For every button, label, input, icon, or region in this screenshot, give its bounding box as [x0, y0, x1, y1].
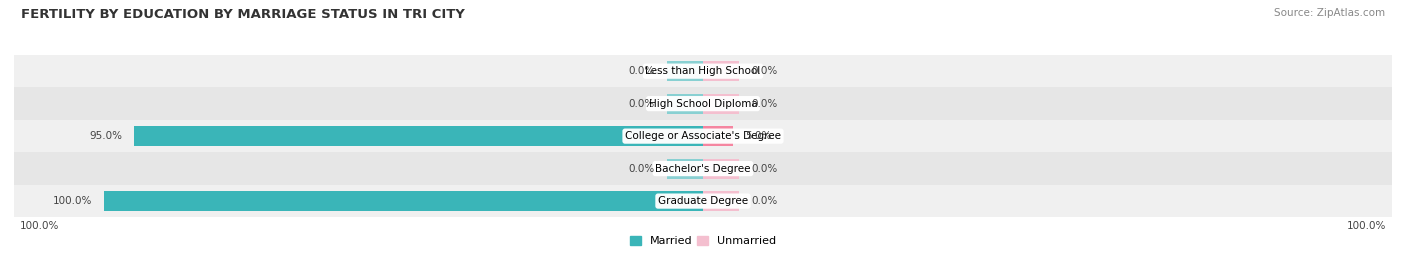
Bar [666, 94, 703, 114]
Text: 100.0%: 100.0% [1347, 221, 1386, 231]
Text: Bachelor's Degree: Bachelor's Degree [655, 164, 751, 174]
Text: Less than High School: Less than High School [645, 66, 761, 76]
Text: 100.0%: 100.0% [20, 221, 59, 231]
Bar [703, 61, 740, 81]
Bar [14, 185, 1392, 217]
Legend: Married, Unmarried: Married, Unmarried [630, 236, 776, 246]
Text: 0.0%: 0.0% [628, 164, 655, 174]
Bar [703, 94, 740, 114]
Text: College or Associate's Degree: College or Associate's Degree [626, 131, 780, 141]
Text: 0.0%: 0.0% [751, 196, 778, 206]
Bar [703, 191, 740, 211]
Text: Source: ZipAtlas.com: Source: ZipAtlas.com [1274, 8, 1385, 18]
Text: High School Diploma: High School Diploma [648, 99, 758, 109]
Bar [14, 55, 1392, 87]
Bar [134, 126, 703, 146]
Text: 0.0%: 0.0% [751, 164, 778, 174]
Bar [104, 191, 703, 211]
Bar [14, 152, 1392, 185]
Bar [703, 126, 733, 146]
Text: 0.0%: 0.0% [751, 99, 778, 109]
Bar [666, 158, 703, 179]
Bar [14, 87, 1392, 120]
Text: 0.0%: 0.0% [751, 66, 778, 76]
Text: 0.0%: 0.0% [628, 66, 655, 76]
Bar [703, 158, 740, 179]
Text: 5.0%: 5.0% [745, 131, 772, 141]
Text: 95.0%: 95.0% [89, 131, 122, 141]
Text: FERTILITY BY EDUCATION BY MARRIAGE STATUS IN TRI CITY: FERTILITY BY EDUCATION BY MARRIAGE STATU… [21, 8, 465, 21]
Bar [14, 120, 1392, 152]
Text: 100.0%: 100.0% [52, 196, 91, 206]
Text: Graduate Degree: Graduate Degree [658, 196, 748, 206]
Bar [666, 61, 703, 81]
Text: 0.0%: 0.0% [628, 99, 655, 109]
